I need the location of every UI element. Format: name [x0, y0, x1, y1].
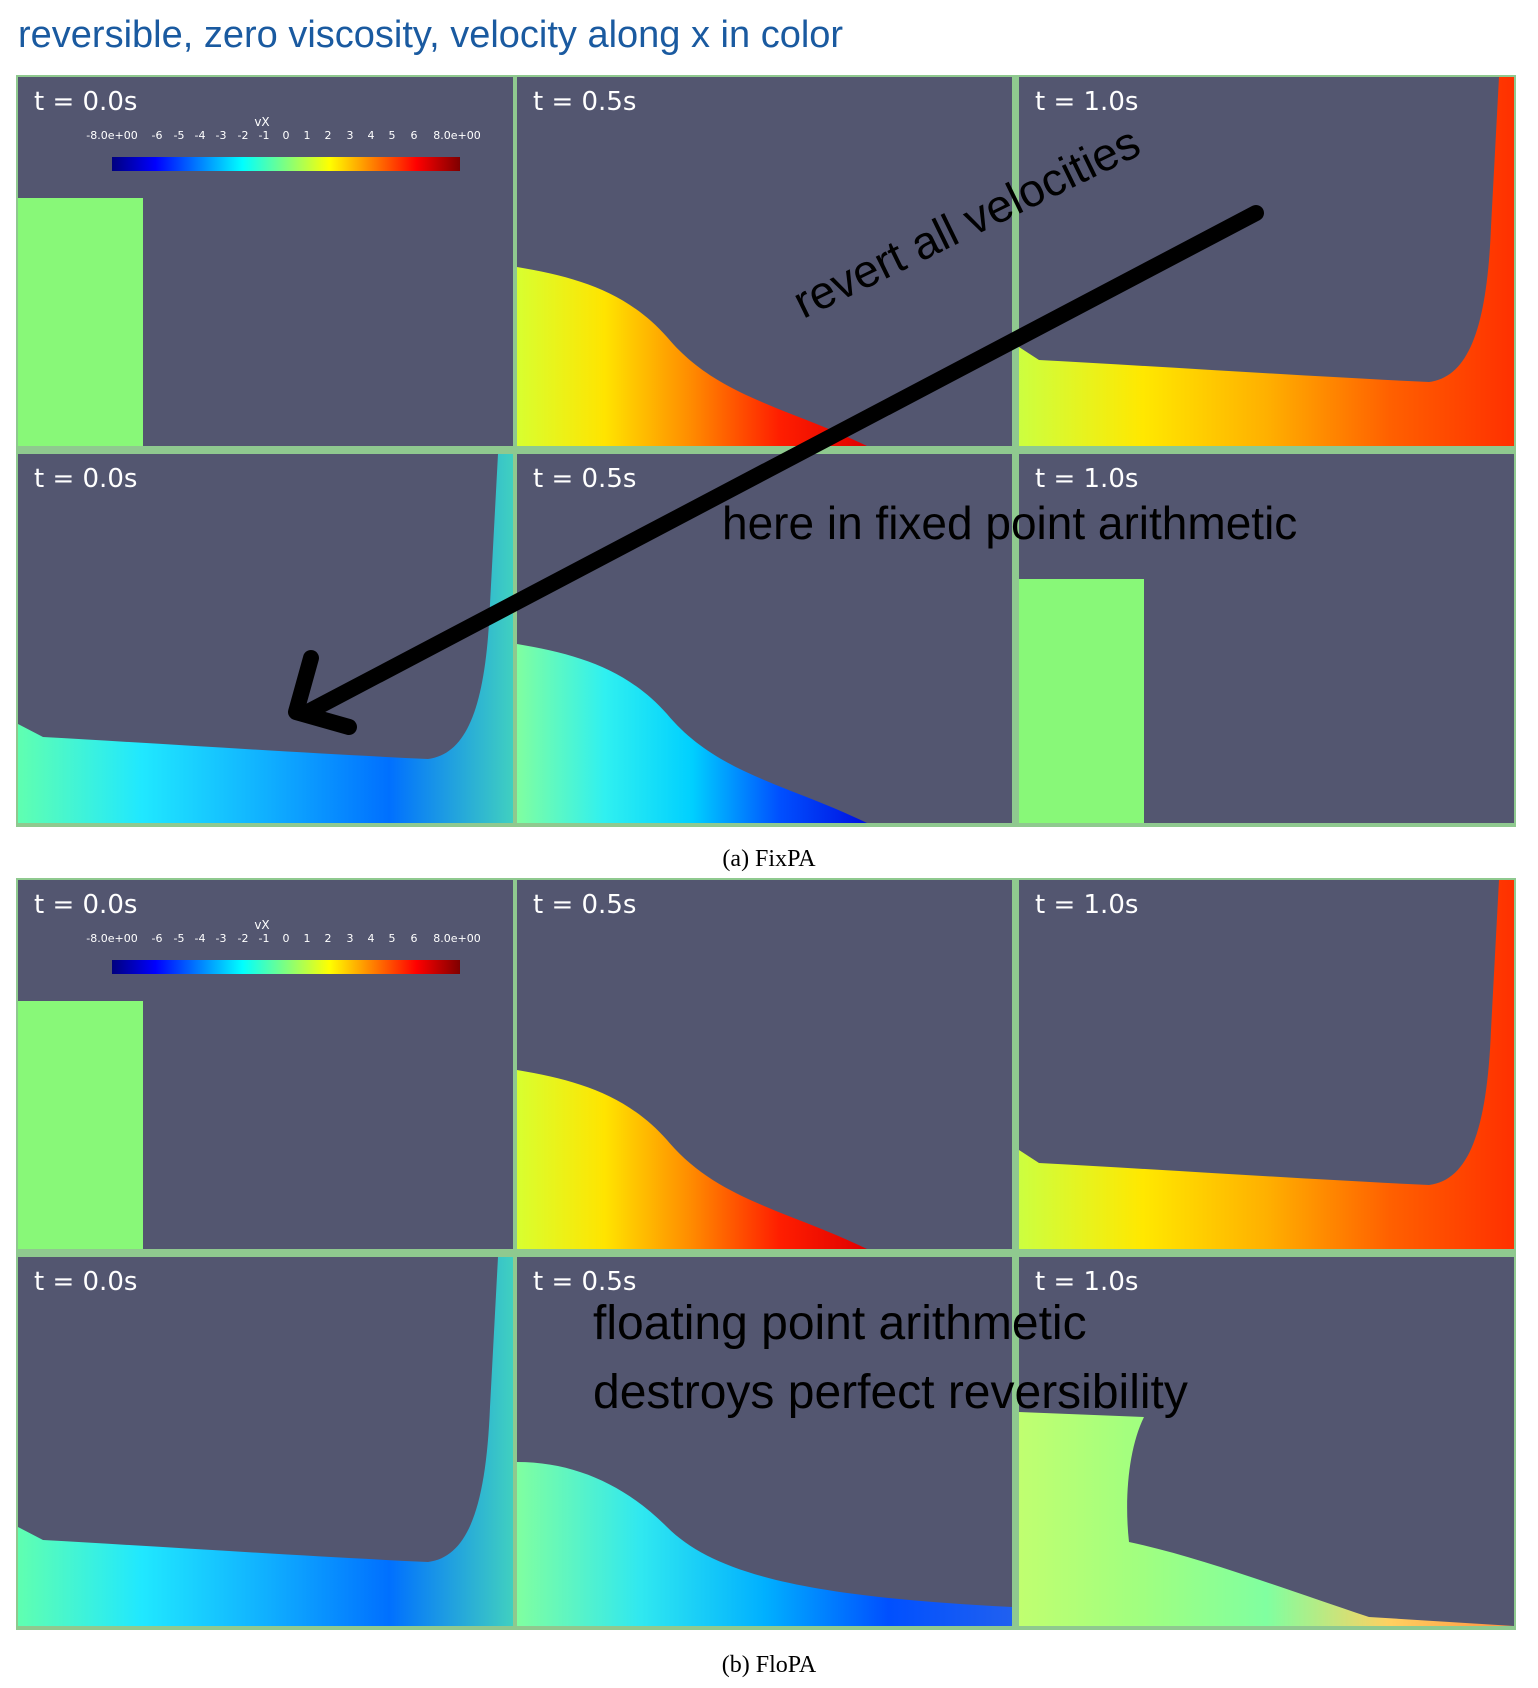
colorbar-gradient: [112, 960, 460, 974]
caption-flopa: (b) FloPA: [721, 1652, 817, 1678]
colorbar-tick: 5: [388, 129, 396, 142]
fluid-render: [18, 1257, 513, 1626]
colorbar-tick: -5: [173, 129, 185, 142]
colorbar-tick: 0: [282, 129, 290, 142]
time-label: t = 0.0s: [34, 890, 138, 920]
fluid-region: [18, 198, 143, 446]
fluid-region: [18, 454, 513, 823]
fluid-region: [517, 1070, 867, 1249]
time-label: t = 1.0s: [1035, 890, 1139, 920]
sim-panel: t = 0.0s vX -8.0e+00 -6 -5 -4 -3 -2 -1 0 1 2 3 4 5 6 8.0…: [18, 880, 513, 1249]
fluid-render: [1019, 1412, 1514, 1626]
fluid-render: [1019, 77, 1514, 446]
colorbar-tick: -8.0e+00: [86, 932, 138, 945]
fluid-render: [1019, 880, 1514, 1249]
sim-panel: t = 0.0s: [18, 1257, 513, 1626]
time-label: t = 0.0s: [34, 1267, 138, 1297]
colorbar-gradient: [112, 157, 460, 171]
fluid-region: [517, 1462, 1012, 1626]
fluid-region: [517, 644, 867, 823]
colorbar: vX -8.0e+00 -6 -5 -4 -3 -2 -1 0 1 2 3 4 5 6 8.0e+00: [62, 115, 481, 175]
colorbar-tick: 2: [324, 932, 332, 945]
fluid-region: [1019, 1412, 1514, 1626]
fluid-region: [18, 1001, 143, 1249]
sim-panel: t = 0.0s vX -8.0e+00 -6 -5 -4 -3 -2 -1 0 1 2 3 4 5 6 8.0…: [18, 77, 513, 446]
fluid-render: [517, 1070, 867, 1249]
colorbar-tick: -8.0e+00: [86, 129, 138, 142]
colorbar-tick: 1: [303, 932, 311, 945]
annotation-floating-line2: destroys perfect reversibility: [593, 1366, 1188, 1419]
time-label: t = 1.0s: [1035, 1267, 1139, 1297]
sim-panel: t = 0.5s: [517, 880, 1012, 1249]
colorbar-tick: -3: [215, 129, 227, 142]
fluid-region: [1019, 880, 1514, 1249]
colorbar-tick: -3: [215, 932, 227, 945]
caption-fixpa: (a) FixPA: [722, 846, 816, 872]
colorbar-tick: 5: [388, 932, 396, 945]
colorbar-tick: 4: [367, 129, 375, 142]
colorbar-tick: -6: [151, 129, 163, 142]
colorbar-tick: -5: [173, 932, 185, 945]
sim-panel: t = 1.0s: [1019, 77, 1514, 446]
colorbar-tick: 3: [346, 932, 354, 945]
sim-panel: t = 0.5s: [517, 1257, 1012, 1626]
colorbar-label: vX: [254, 918, 270, 932]
colorbar-tick: 4: [367, 932, 375, 945]
sim-panel: t = 1.0s: [1019, 880, 1514, 1249]
colorbar-tick: -6: [151, 932, 163, 945]
sim-panel: t = 0.5s: [517, 454, 1012, 823]
fluid-render: [517, 644, 867, 823]
colorbar-tick: 2: [324, 129, 332, 142]
fluid-render: [18, 198, 143, 446]
fluid-region: [1019, 579, 1144, 823]
time-label: t = 0.5s: [533, 87, 637, 117]
colorbar: vX -8.0e+00 -6 -5 -4 -3 -2 -1 0 1 2 3 4 5 6 8.0e+00: [62, 918, 481, 978]
time-label: t = 0.0s: [34, 87, 138, 117]
annotation-floating-line1: floating point arithmetic: [593, 1297, 1087, 1350]
figure-flopa: t = 0.0s vX -8.0e+00 -6 -5 -4 -3 -2 -1 0 1 2 3 4 5 6 8.0…: [16, 878, 1516, 1630]
time-label: t = 0.0s: [34, 464, 138, 494]
colorbar-tick: -4: [194, 932, 206, 945]
colorbar-tick: -4: [194, 129, 206, 142]
colorbar-tick: -1: [258, 129, 270, 142]
time-label: t = 1.0s: [1035, 464, 1139, 494]
fluid-render: [517, 1462, 1012, 1626]
fluid-region: [18, 1257, 513, 1626]
colorbar-tick: 8.0e+00: [433, 932, 481, 945]
colorbar-label: vX: [254, 115, 270, 129]
colorbar-tick: -2: [237, 129, 249, 142]
figure-title: reversible, zero viscosity, velocity alo…: [18, 14, 844, 56]
colorbar-tick: 0: [282, 932, 290, 945]
sim-panel: t = 1.0s: [1019, 454, 1514, 823]
colorbar-tick: 6: [410, 129, 418, 142]
fluid-render: [517, 267, 867, 446]
fluid-region: [1019, 77, 1514, 446]
sim-panel: t = 1.0s: [1019, 1257, 1514, 1626]
colorbar-tick: -1: [258, 932, 270, 945]
fluid-region: [517, 267, 867, 446]
colorbar-tick: 6: [410, 932, 418, 945]
time-label: t = 0.5s: [533, 890, 637, 920]
fluid-render: [1019, 579, 1144, 823]
colorbar-tick: 8.0e+00: [433, 129, 481, 142]
colorbar-tick: -2: [237, 932, 249, 945]
colorbar-tick: 3: [346, 129, 354, 142]
time-label: t = 0.5s: [533, 464, 637, 494]
time-label: t = 1.0s: [1035, 87, 1139, 117]
colorbar-tick: 1: [303, 129, 311, 142]
fluid-render: [18, 454, 513, 823]
annotation-fixed-point: here in fixed point arithmetic: [722, 497, 1298, 549]
fluid-render: [18, 1001, 143, 1249]
time-label: t = 0.5s: [533, 1267, 637, 1297]
